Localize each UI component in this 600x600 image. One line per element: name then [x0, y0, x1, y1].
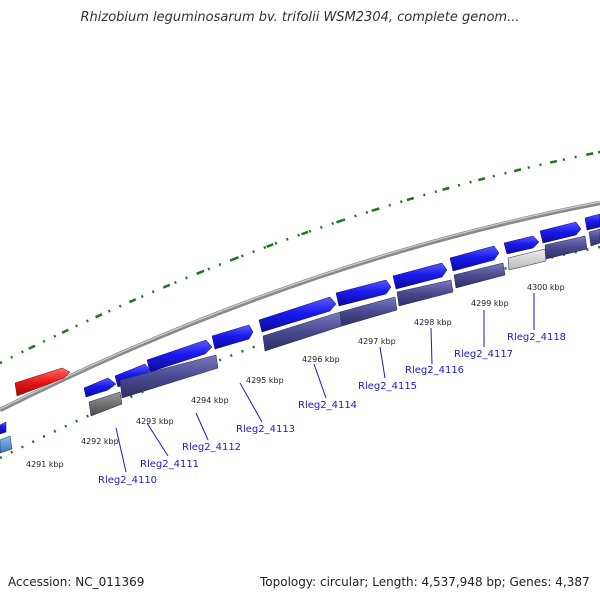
band-segment[interactable] — [453, 262, 506, 289]
band-segment[interactable] — [544, 235, 588, 260]
kbp-label: 4296 kbp — [302, 355, 340, 364]
forward-strand-genes — [0, 213, 600, 435]
red-feature[interactable] — [14, 367, 71, 397]
kbp-label: 4294 kbp — [191, 396, 229, 405]
gene-label-rleg2-4115[interactable]: Rleg2_4115 — [358, 381, 417, 392]
band-segment[interactable] — [396, 279, 454, 307]
band-segment[interactable] — [119, 354, 219, 399]
gene-label-rleg2-4114[interactable]: Rleg2_4114 — [298, 400, 357, 411]
genome-title: Rhizobium leguminosarum bv. trifolii WSM… — [80, 10, 520, 25]
gene-arrow[interactable] — [449, 245, 500, 272]
kbp-label: 4299 kbp — [471, 299, 509, 308]
gene-arrow[interactable] — [503, 235, 540, 255]
gene-label-rleg2-4116[interactable]: Rleg2_4116 — [405, 365, 464, 376]
reverse-strand-band — [0, 228, 600, 454]
kbp-label: 4291 kbp — [26, 460, 64, 469]
kbp-label: 4295 kbp — [246, 376, 284, 385]
outer-major-ticks — [0, 150, 600, 365]
kbp-labels: 4291 kbp 4292 kbp 4293 kbp 4294 kbp 4295… — [26, 283, 565, 469]
genome-backbone-highlight — [0, 201, 600, 410]
gene-label-rleg2-4113[interactable]: Rleg2_4113 — [236, 424, 295, 435]
gene-arrow[interactable] — [0, 421, 7, 435]
gene-arrow[interactable] — [146, 339, 213, 373]
kbp-label: 4300 kbp — [527, 283, 565, 292]
gene-label-rleg2-4110[interactable]: Rleg2_4110 — [98, 475, 157, 486]
gene-arrow[interactable] — [258, 296, 337, 333]
kbp-label: 4298 kbp — [414, 318, 452, 327]
gene-label-rleg2-4117[interactable]: Rleg2_4117 — [454, 349, 513, 360]
band-segment[interactable] — [588, 228, 600, 247]
gray-feature[interactable] — [88, 391, 123, 417]
gene-label-rleg2-4118[interactable]: Rleg2_4118 — [507, 332, 566, 343]
leader-lines — [115, 293, 535, 473]
cyan-feature[interactable] — [0, 435, 13, 454]
genome-backbone — [0, 200, 600, 413]
accession-text: Accession: NC_011369 — [8, 575, 145, 589]
genome-summary-text: Topology: circular; Length: 4,537,948 bp… — [260, 575, 590, 589]
gene-arrow[interactable] — [539, 221, 582, 244]
gene-arrow[interactable] — [392, 262, 448, 290]
band-segment[interactable] — [339, 296, 398, 327]
light-gray-feature[interactable] — [507, 248, 547, 271]
gene-labels: Rleg2_4110 Rleg2_4111 Rleg2_4112 Rleg2_4… — [98, 332, 566, 486]
kbp-label: 4293 kbp — [136, 417, 174, 426]
gene-arrow[interactable] — [584, 213, 600, 231]
gene-arrow[interactable] — [211, 324, 254, 350]
gene-arrow[interactable] — [83, 377, 117, 398]
gene-arrow[interactable] — [335, 279, 392, 307]
gene-label-rleg2-4111[interactable]: Rleg2_4111 — [140, 459, 199, 470]
gene-label-rleg2-4112[interactable]: Rleg2_4112 — [182, 442, 241, 453]
kbp-label: 4297 kbp — [358, 337, 396, 346]
kbp-label: 4292 kbp — [81, 437, 119, 446]
